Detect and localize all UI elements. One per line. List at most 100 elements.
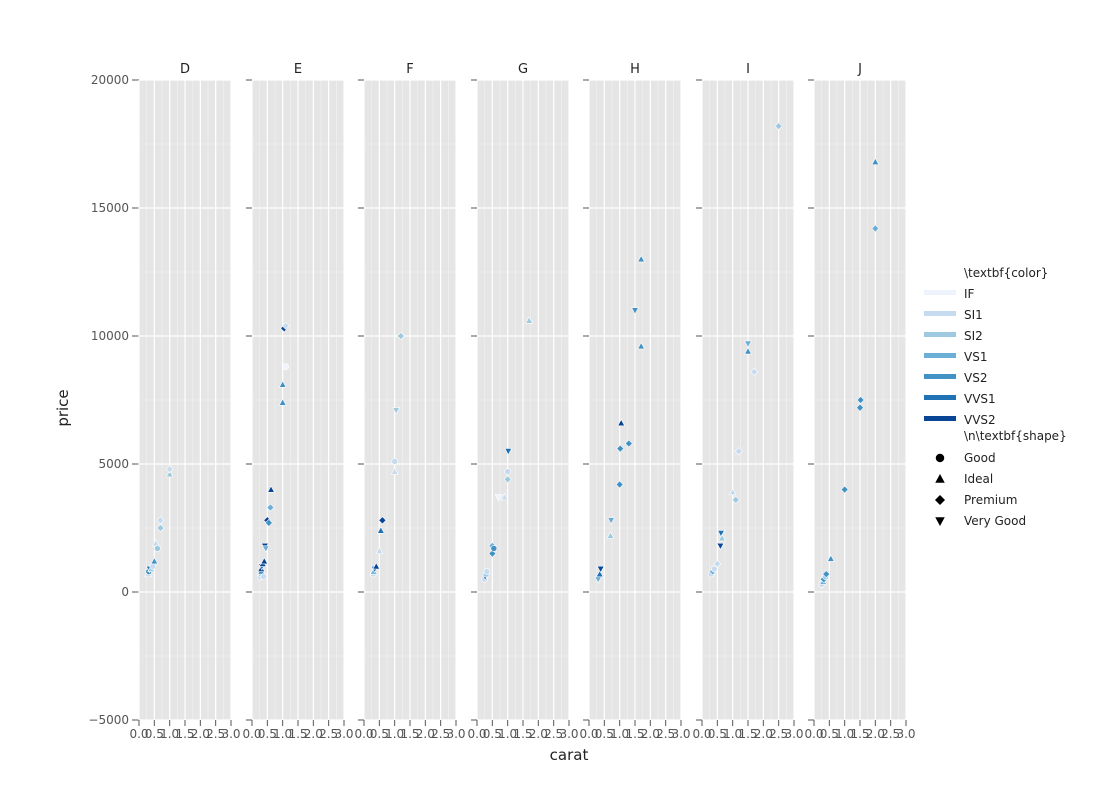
x-tick-label: 1.0: [273, 727, 292, 741]
data-point: [494, 494, 503, 502]
data-point: [483, 568, 491, 575]
data-point: [728, 487, 737, 496]
data-point: [504, 448, 513, 456]
data-point: [616, 444, 625, 453]
data-point: [617, 418, 626, 427]
legend-color-swatch: [924, 311, 956, 316]
data-point: [734, 447, 743, 456]
legend-shape-label: Ideal: [964, 472, 993, 486]
y-tick-label: 10000: [91, 329, 129, 343]
x-tick-label: 3.0: [784, 727, 803, 741]
legend-color-swatch: [924, 353, 956, 358]
x-tick-label: 3.0: [221, 727, 240, 741]
legend-shape-marker: [935, 453, 945, 463]
legend-color-label: VVS1: [964, 392, 996, 406]
x-tick-label: 1.0: [160, 727, 179, 741]
y-tick-label: 20000: [91, 73, 129, 87]
data-point: [165, 465, 174, 474]
x-tick-label: 1.5: [625, 727, 644, 741]
x-tick-label: 3.0: [334, 727, 353, 741]
x-tick-label: 2.5: [769, 727, 788, 741]
x-tick-label: 2.5: [431, 727, 450, 741]
x-tick-label: 2.0: [866, 727, 885, 741]
x-tick-label: 0.0: [354, 727, 373, 741]
legend-color-label: SI2: [964, 329, 983, 343]
facet-panel-E: 0.00.51.01.52.02.53.0 E: [242, 62, 353, 741]
legend-color-label: VS1: [964, 350, 987, 364]
data-point: [731, 495, 740, 504]
y-tick-label: 0: [121, 585, 129, 599]
x-tick-label: 2.5: [544, 727, 563, 741]
data-point: [266, 503, 275, 512]
facet-panel-F: 0.00.51.01.52.02.53.0 F: [354, 62, 465, 741]
x-tick-label: 2.0: [529, 727, 548, 741]
data-point: [750, 367, 759, 376]
legend-color-title: \textbf{color}: [964, 266, 1048, 280]
data-point: [525, 316, 534, 324]
x-tick-label: 2.0: [191, 727, 210, 741]
data-point: [281, 321, 290, 330]
facet-title: E: [294, 62, 302, 77]
x-tick-label: 1.0: [723, 727, 742, 741]
data-point: [637, 254, 646, 263]
data-point: [855, 403, 865, 412]
data-point: [375, 546, 384, 555]
data-point: [822, 570, 831, 579]
legend-color-swatch: [924, 332, 956, 337]
data-point: [278, 380, 287, 388]
y-tick-label: −5000: [88, 713, 129, 727]
data-point: [615, 480, 624, 489]
legend-shape-marker: [935, 474, 945, 483]
data-point: [826, 554, 835, 562]
facet-title: F: [406, 62, 413, 77]
data-point: [260, 557, 269, 565]
data-point: [595, 569, 604, 578]
data-point: [392, 407, 401, 415]
data-point: [856, 395, 865, 405]
x-tick-label: 0.5: [370, 727, 389, 741]
facet-title: H: [630, 62, 640, 77]
x-tick-label: 3.0: [671, 727, 690, 741]
legend-color-swatch: [924, 374, 956, 379]
x-tick-label: 3.0: [446, 727, 465, 741]
x-tick-label: 0.0: [129, 727, 148, 741]
x-tick-label: 3.0: [559, 727, 578, 741]
facet-title: D: [180, 62, 190, 77]
facet-panel-I: 0.00.51.01.52.02.53.0 I: [692, 62, 803, 741]
data-point: [282, 363, 290, 371]
x-tick-label: 0.5: [820, 727, 839, 741]
x-tick-label: 2.5: [656, 727, 675, 741]
legend-shape-marker: [935, 517, 945, 526]
x-tick-label: 2.5: [881, 727, 900, 741]
data-point: [391, 458, 399, 465]
legend-shape-label: Good: [964, 451, 996, 465]
x-tick-label: 0.5: [595, 727, 614, 741]
x-tick-label: 2.0: [416, 727, 435, 741]
facet-title: G: [518, 62, 528, 77]
data-point: [840, 485, 849, 494]
x-tick-label: 3.0: [896, 727, 915, 741]
data-point: [710, 565, 718, 573]
data-point: [871, 157, 880, 165]
x-tick-label: 0.5: [258, 727, 277, 741]
y-tick-label: 15000: [91, 201, 129, 215]
data-point: [261, 545, 270, 553]
legend-color-label: IF: [964, 287, 975, 301]
x-tick-label: 1.0: [498, 727, 517, 741]
x-tick-label: 0.0: [242, 727, 261, 741]
data-point: [500, 493, 509, 501]
data-point: [871, 224, 880, 233]
data-point: [606, 531, 615, 539]
x-tick-label: 0.0: [692, 727, 711, 741]
data-point: [376, 526, 385, 534]
legend: \textbf{color} IF SI1 SI2 VS1 VS2 VVS1 VVS2 \n\t…: [924, 266, 1067, 528]
y-axis-label: price: [54, 389, 72, 426]
data-point: [154, 545, 161, 552]
x-axis-label: carat: [550, 746, 589, 764]
legend-color-swatch: [924, 395, 956, 400]
legend-color-swatch: [924, 290, 956, 295]
facet-panel-D: 0.00.51.01.52.02.53.0 D: [129, 62, 240, 741]
legend-color-swatch: [924, 416, 956, 421]
